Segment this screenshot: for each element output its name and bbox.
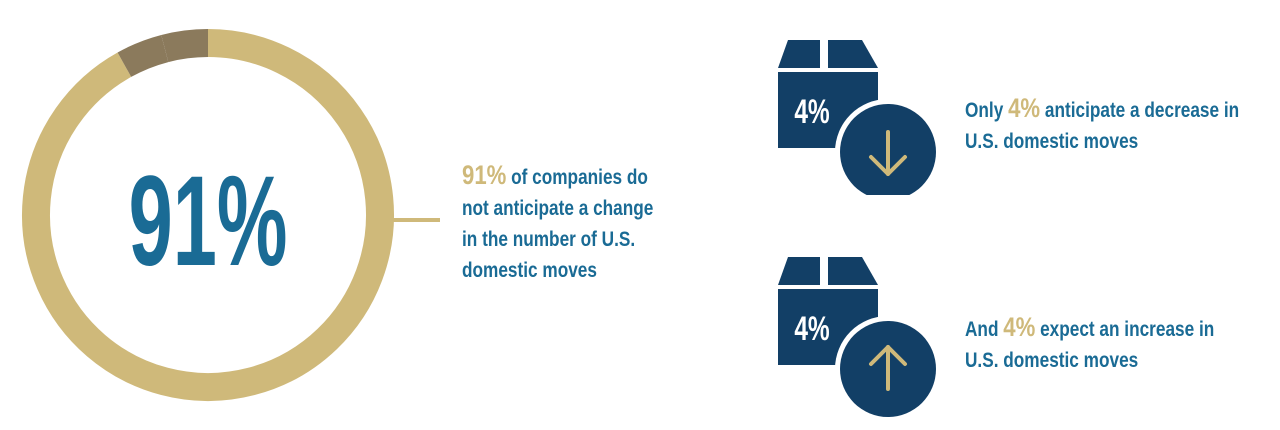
main-stat-line-2: not anticipate a change xyxy=(462,197,654,220)
main-stat-highlight: 91% xyxy=(462,160,507,190)
box-lid-right xyxy=(828,40,878,68)
connector-line xyxy=(388,218,440,222)
increase-line-1: And 4% expect an increase in xyxy=(965,312,1214,345)
increase-line-2: U.S. domestic moves xyxy=(965,349,1139,372)
increase-prefix: And xyxy=(965,318,999,341)
increase-highlight: 4% xyxy=(1003,312,1036,342)
main-stat-line-1-rest: of companies do xyxy=(511,166,648,189)
box-increase-label: 4% xyxy=(794,310,829,348)
donut-slice-no-change xyxy=(22,29,394,401)
donut-slice-decrease xyxy=(117,34,169,78)
box-lid-right xyxy=(828,257,878,285)
decrease-line-2: U.S. domestic moves xyxy=(965,130,1139,153)
arrow-up-icon xyxy=(869,345,907,391)
box-decrease-icon: 4% xyxy=(778,40,941,195)
box-lid-left xyxy=(778,40,820,68)
decrease-line-1: Only 4% anticipate a decrease in xyxy=(965,93,1239,126)
decrease-highlight: 4% xyxy=(1008,93,1041,123)
box-lid-left xyxy=(778,257,820,285)
donut-chart: 91% xyxy=(22,29,394,401)
donut-center-label: 91% xyxy=(129,150,288,293)
decrease-prefix: Only xyxy=(965,99,1004,122)
donut-slices xyxy=(22,29,394,401)
arrow-down-icon xyxy=(869,130,907,176)
increase-stat-text: And 4% expect an increase in U.S. domest… xyxy=(965,312,1214,376)
main-stat-line-4: domestic moves xyxy=(462,259,597,282)
decrease-line-1-rest: anticipate a decrease in xyxy=(1044,99,1240,122)
increase-line-1-rest: expect an increase in xyxy=(1040,318,1215,341)
donut-slice-increase xyxy=(161,29,209,63)
box-increase-icon: 4% xyxy=(778,257,941,422)
main-stat-text: 91% of companies do not anticipate a cha… xyxy=(462,160,653,286)
decrease-stat-text: Only 4% anticipate a decrease in U.S. do… xyxy=(965,93,1239,157)
box-decrease-label: 4% xyxy=(794,93,829,131)
main-stat-line-3: in the number of U.S. xyxy=(462,228,636,251)
main-stat-line-1: 91% of companies do xyxy=(462,160,653,193)
